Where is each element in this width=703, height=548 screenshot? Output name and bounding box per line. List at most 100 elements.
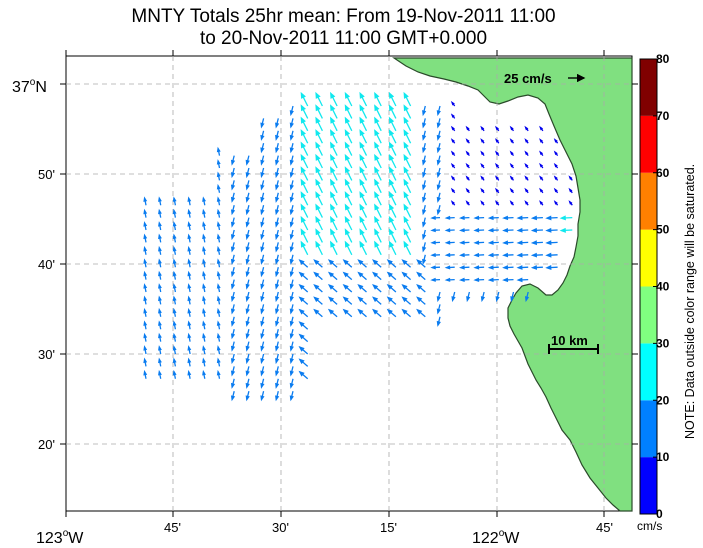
- current-vector-head: [516, 265, 523, 270]
- current-vector-head: [260, 271, 265, 278]
- current-vector-head: [344, 191, 351, 199]
- current-vector-head: [510, 296, 515, 303]
- current-vector-head: [216, 258, 221, 264]
- current-vector-head: [372, 296, 379, 303]
- current-vector-head: [187, 221, 192, 227]
- current-vector-head: [359, 191, 365, 199]
- current-vector-head: [473, 277, 480, 283]
- current-vector-head: [187, 369, 192, 376]
- current-vector-head: [315, 91, 321, 99]
- current-vector-head: [386, 296, 393, 303]
- current-vector-head: [509, 138, 514, 143]
- current-vector-head: [289, 283, 294, 290]
- current-vector-head: [539, 187, 544, 193]
- y-tick-label-37n: 37oN: [12, 77, 47, 96]
- current-vector-head: [494, 150, 499, 156]
- current-vector-head: [216, 233, 221, 240]
- x-tick-label-45-east: 45': [596, 520, 613, 535]
- current-vector-head: [313, 283, 320, 290]
- current-vector-head: [524, 150, 529, 156]
- current-vector-head: [524, 175, 529, 180]
- current-vector-head: [275, 147, 280, 154]
- current-vector-head: [289, 134, 294, 141]
- current-vector-head: [487, 228, 494, 233]
- current-vector-head: [539, 175, 544, 180]
- current-vector-head: [388, 166, 395, 174]
- current-vector-head: [374, 240, 380, 248]
- current-vector-head: [403, 240, 409, 248]
- current-vector-head: [187, 320, 192, 326]
- current-vector-head: [275, 333, 280, 340]
- current-vector-head: [450, 162, 455, 168]
- current-vector-head: [245, 184, 250, 191]
- current-vector-head: [388, 141, 395, 149]
- current-vector-head: [495, 296, 500, 303]
- current-vector-head: [300, 228, 306, 236]
- colorbar-tick-label: 50: [656, 223, 670, 237]
- current-vector-head: [143, 221, 148, 227]
- current-vector-head: [559, 227, 566, 233]
- current-vector-head: [298, 321, 305, 327]
- current-vector-head: [172, 258, 177, 264]
- current-vector-head: [143, 357, 148, 364]
- current-vector-head: [473, 228, 480, 233]
- current-vector-head: [275, 134, 280, 141]
- current-vector-head: [275, 308, 280, 315]
- x-tick-label-45: 45': [164, 520, 181, 535]
- current-vector-head: [216, 357, 221, 364]
- current-vector-head: [230, 271, 236, 278]
- current-vector-head: [330, 116, 336, 124]
- current-vector-head: [473, 215, 480, 221]
- current-vector-head: [260, 209, 265, 216]
- current-vector-head: [494, 175, 499, 180]
- colorbar-band: [640, 400, 657, 458]
- current-vector-head: [245, 159, 250, 166]
- current-vector-head: [289, 172, 294, 179]
- scale-bar: [548, 344, 599, 354]
- current-vector-head: [422, 147, 427, 154]
- current-vector-head: [450, 125, 455, 131]
- current-vector-head: [480, 187, 485, 193]
- current-vector-head: [275, 246, 280, 253]
- current-vector-head: [480, 200, 485, 205]
- current-vector-head: [388, 153, 395, 161]
- plot-area: [65, 55, 633, 512]
- current-vector-head: [230, 184, 236, 191]
- current-vector-head: [330, 203, 336, 211]
- current-vector-head: [260, 172, 265, 179]
- current-vector-head: [436, 172, 441, 179]
- current-vector-head: [230, 358, 236, 365]
- current-vector-head: [344, 129, 351, 137]
- current-vector-head: [465, 175, 470, 180]
- current-vector-head: [275, 358, 280, 365]
- current-vector-head: [568, 187, 573, 193]
- current-vector-head: [300, 116, 306, 124]
- current-vector-head: [372, 271, 379, 278]
- current-vector-head: [202, 221, 206, 227]
- current-vector-head: [502, 227, 509, 233]
- current-vector-head: [436, 209, 441, 216]
- current-vector-head: [374, 191, 380, 199]
- current-vector-head: [450, 187, 455, 193]
- current-vector-head: [416, 271, 423, 278]
- current-vector-head: [530, 227, 537, 233]
- current-vector-head: [245, 196, 250, 203]
- current-vector-head: [260, 147, 265, 154]
- colorbar-tick-label: 20: [656, 393, 670, 407]
- current-vector-head: [245, 258, 250, 265]
- current-vector-head: [300, 153, 306, 161]
- current-vector-head: [289, 184, 294, 191]
- current-vector-head: [374, 228, 380, 236]
- current-vector-head: [300, 166, 306, 174]
- current-vector-head: [260, 333, 265, 340]
- current-vector-head: [416, 308, 423, 315]
- current-vector-head: [359, 228, 365, 236]
- current-vector-head: [289, 382, 294, 389]
- current-vector-head: [422, 122, 427, 129]
- current-vector-head: [494, 138, 499, 143]
- current-vector-head: [289, 358, 294, 365]
- current-vector-head: [202, 245, 206, 252]
- current-vector-head: [465, 138, 470, 143]
- current-vector-head: [216, 345, 221, 351]
- y-tick-label-40: 40': [38, 257, 55, 272]
